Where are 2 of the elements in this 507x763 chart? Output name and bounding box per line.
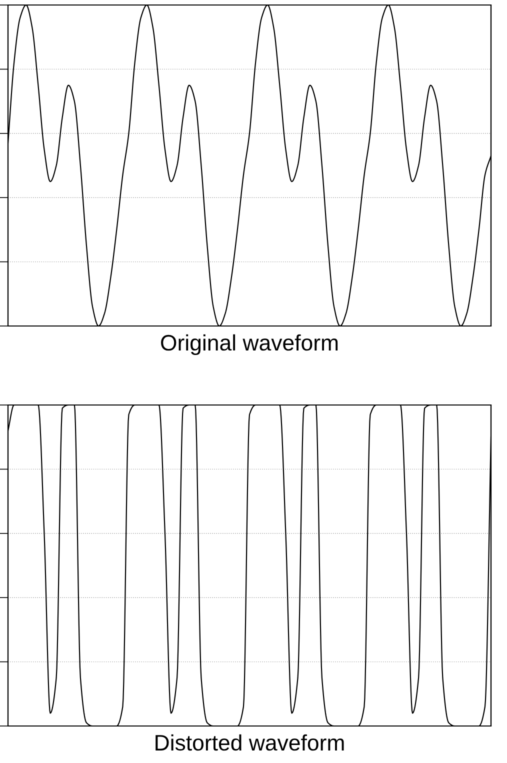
x-axis-title: Original waveform — [161, 334, 338, 356]
x-axis-title: Distorted waveform — [156, 734, 344, 751]
